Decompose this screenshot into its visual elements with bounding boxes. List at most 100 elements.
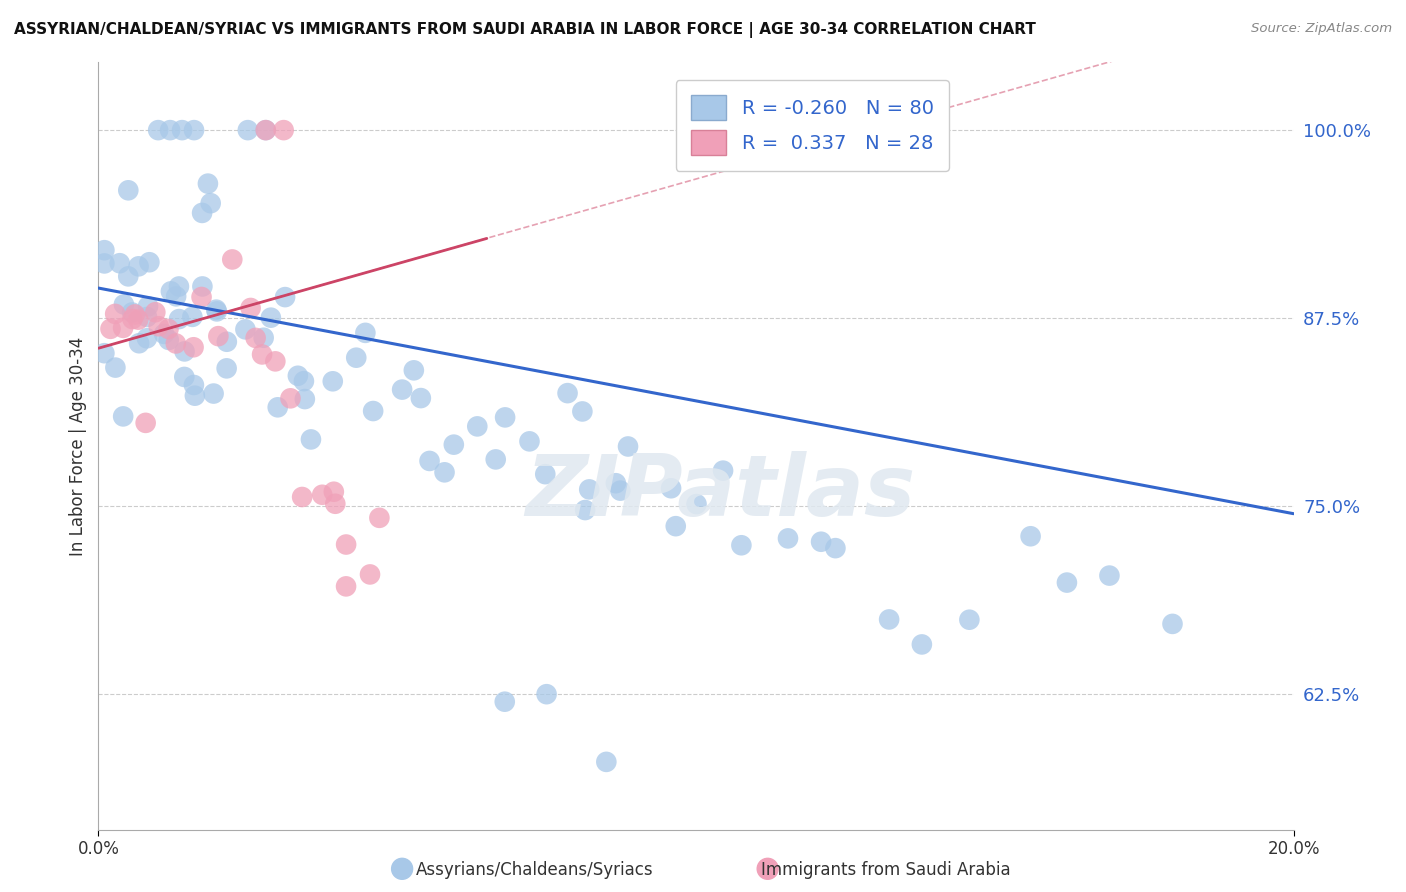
Point (245, 331, 267, 345)
Point (165, 289, 187, 303)
Point (165, 336, 187, 351)
Point (534, 467, 557, 482)
Point (100, 322, 122, 336)
Text: Assyrians/Chaldeans/Syriacs: Assyrians/Chaldeans/Syriacs (415, 861, 654, 879)
Legend: R = -0.260   N = 80, R =  0.337   N = 28: R = -0.260 N = 80, R = 0.337 N = 28 (675, 79, 949, 170)
Point (172, 123, 194, 137)
Point (617, 440, 640, 454)
Point (824, 541, 846, 556)
Point (200, 196, 222, 211)
Point (205, 302, 228, 317)
Point (494, 695, 516, 709)
Point (361, 404, 384, 418)
Point (183, 378, 205, 392)
Point (494, 410, 516, 425)
Point (205, 304, 228, 318)
Point (112, 297, 135, 311)
Point (1161, 616, 1184, 631)
Point (911, 637, 934, 651)
Point (183, 340, 205, 354)
Point (183, 123, 205, 137)
Point (292, 374, 315, 388)
Point (260, 310, 283, 325)
Point (117, 269, 139, 284)
Point (665, 519, 688, 533)
Point (167, 312, 190, 326)
Point (574, 503, 596, 517)
Point (136, 299, 159, 313)
Point (138, 255, 160, 269)
Point (311, 488, 333, 502)
Circle shape (758, 858, 778, 880)
Point (659, 481, 682, 495)
Point (776, 532, 799, 546)
Point (1056, 575, 1078, 590)
Point (191, 279, 214, 293)
Point (595, 755, 617, 769)
Point (571, 404, 593, 418)
Point (419, 454, 441, 468)
Point (957, 613, 980, 627)
Point (250, 347, 273, 361)
Point (323, 497, 346, 511)
Point (359, 567, 381, 582)
Point (167, 279, 190, 293)
Point (578, 483, 600, 497)
Point (368, 511, 391, 525)
Point (135, 331, 157, 345)
Point (93, 256, 115, 270)
Point (485, 452, 508, 467)
Point (322, 484, 344, 499)
Point (143, 305, 166, 319)
Point (127, 312, 149, 326)
Point (157, 333, 180, 347)
Point (173, 370, 195, 384)
Point (609, 483, 631, 498)
Point (711, 464, 734, 478)
Point (121, 312, 143, 326)
Point (235, 322, 257, 336)
Y-axis label: In Labor Force | Age 30-34: In Labor Force | Age 30-34 (69, 336, 87, 556)
Point (135, 416, 157, 430)
Point (173, 344, 195, 359)
Point (273, 123, 295, 137)
Text: Source: ZipAtlas.com: Source: ZipAtlas.com (1251, 22, 1392, 36)
Point (112, 321, 135, 335)
Point (433, 466, 456, 480)
Point (536, 687, 558, 701)
Point (1098, 568, 1121, 582)
Point (519, 434, 541, 449)
Point (93, 243, 115, 257)
Text: ASSYRIAN/CHALDEAN/SYRIAC VS IMMIGRANTS FROM SAUDI ARABIA IN LABOR FORCE | AGE 30: ASSYRIAN/CHALDEAN/SYRIAC VS IMMIGRANTS F… (14, 22, 1036, 38)
Point (344, 351, 367, 365)
Text: Immigrants from Saudi Arabia: Immigrants from Saudi Arabia (761, 861, 1011, 879)
Point (181, 310, 204, 324)
Point (685, 497, 707, 511)
Point (253, 331, 276, 345)
Point (128, 260, 150, 274)
Point (267, 401, 290, 415)
Point (136, 310, 159, 324)
Point (1019, 529, 1042, 543)
Point (197, 177, 219, 191)
Point (215, 334, 238, 349)
Point (810, 534, 832, 549)
Point (153, 326, 176, 341)
Point (877, 612, 900, 626)
Point (148, 123, 170, 137)
Point (207, 329, 229, 343)
Point (104, 307, 127, 321)
Point (409, 391, 432, 405)
Point (184, 389, 207, 403)
Point (128, 336, 150, 351)
Point (117, 183, 139, 197)
Point (402, 363, 425, 377)
Point (322, 374, 344, 388)
Point (254, 123, 277, 137)
Point (160, 285, 183, 299)
Point (221, 252, 243, 267)
Point (557, 386, 579, 401)
Point (239, 301, 262, 315)
Point (190, 290, 212, 304)
Point (159, 123, 181, 137)
